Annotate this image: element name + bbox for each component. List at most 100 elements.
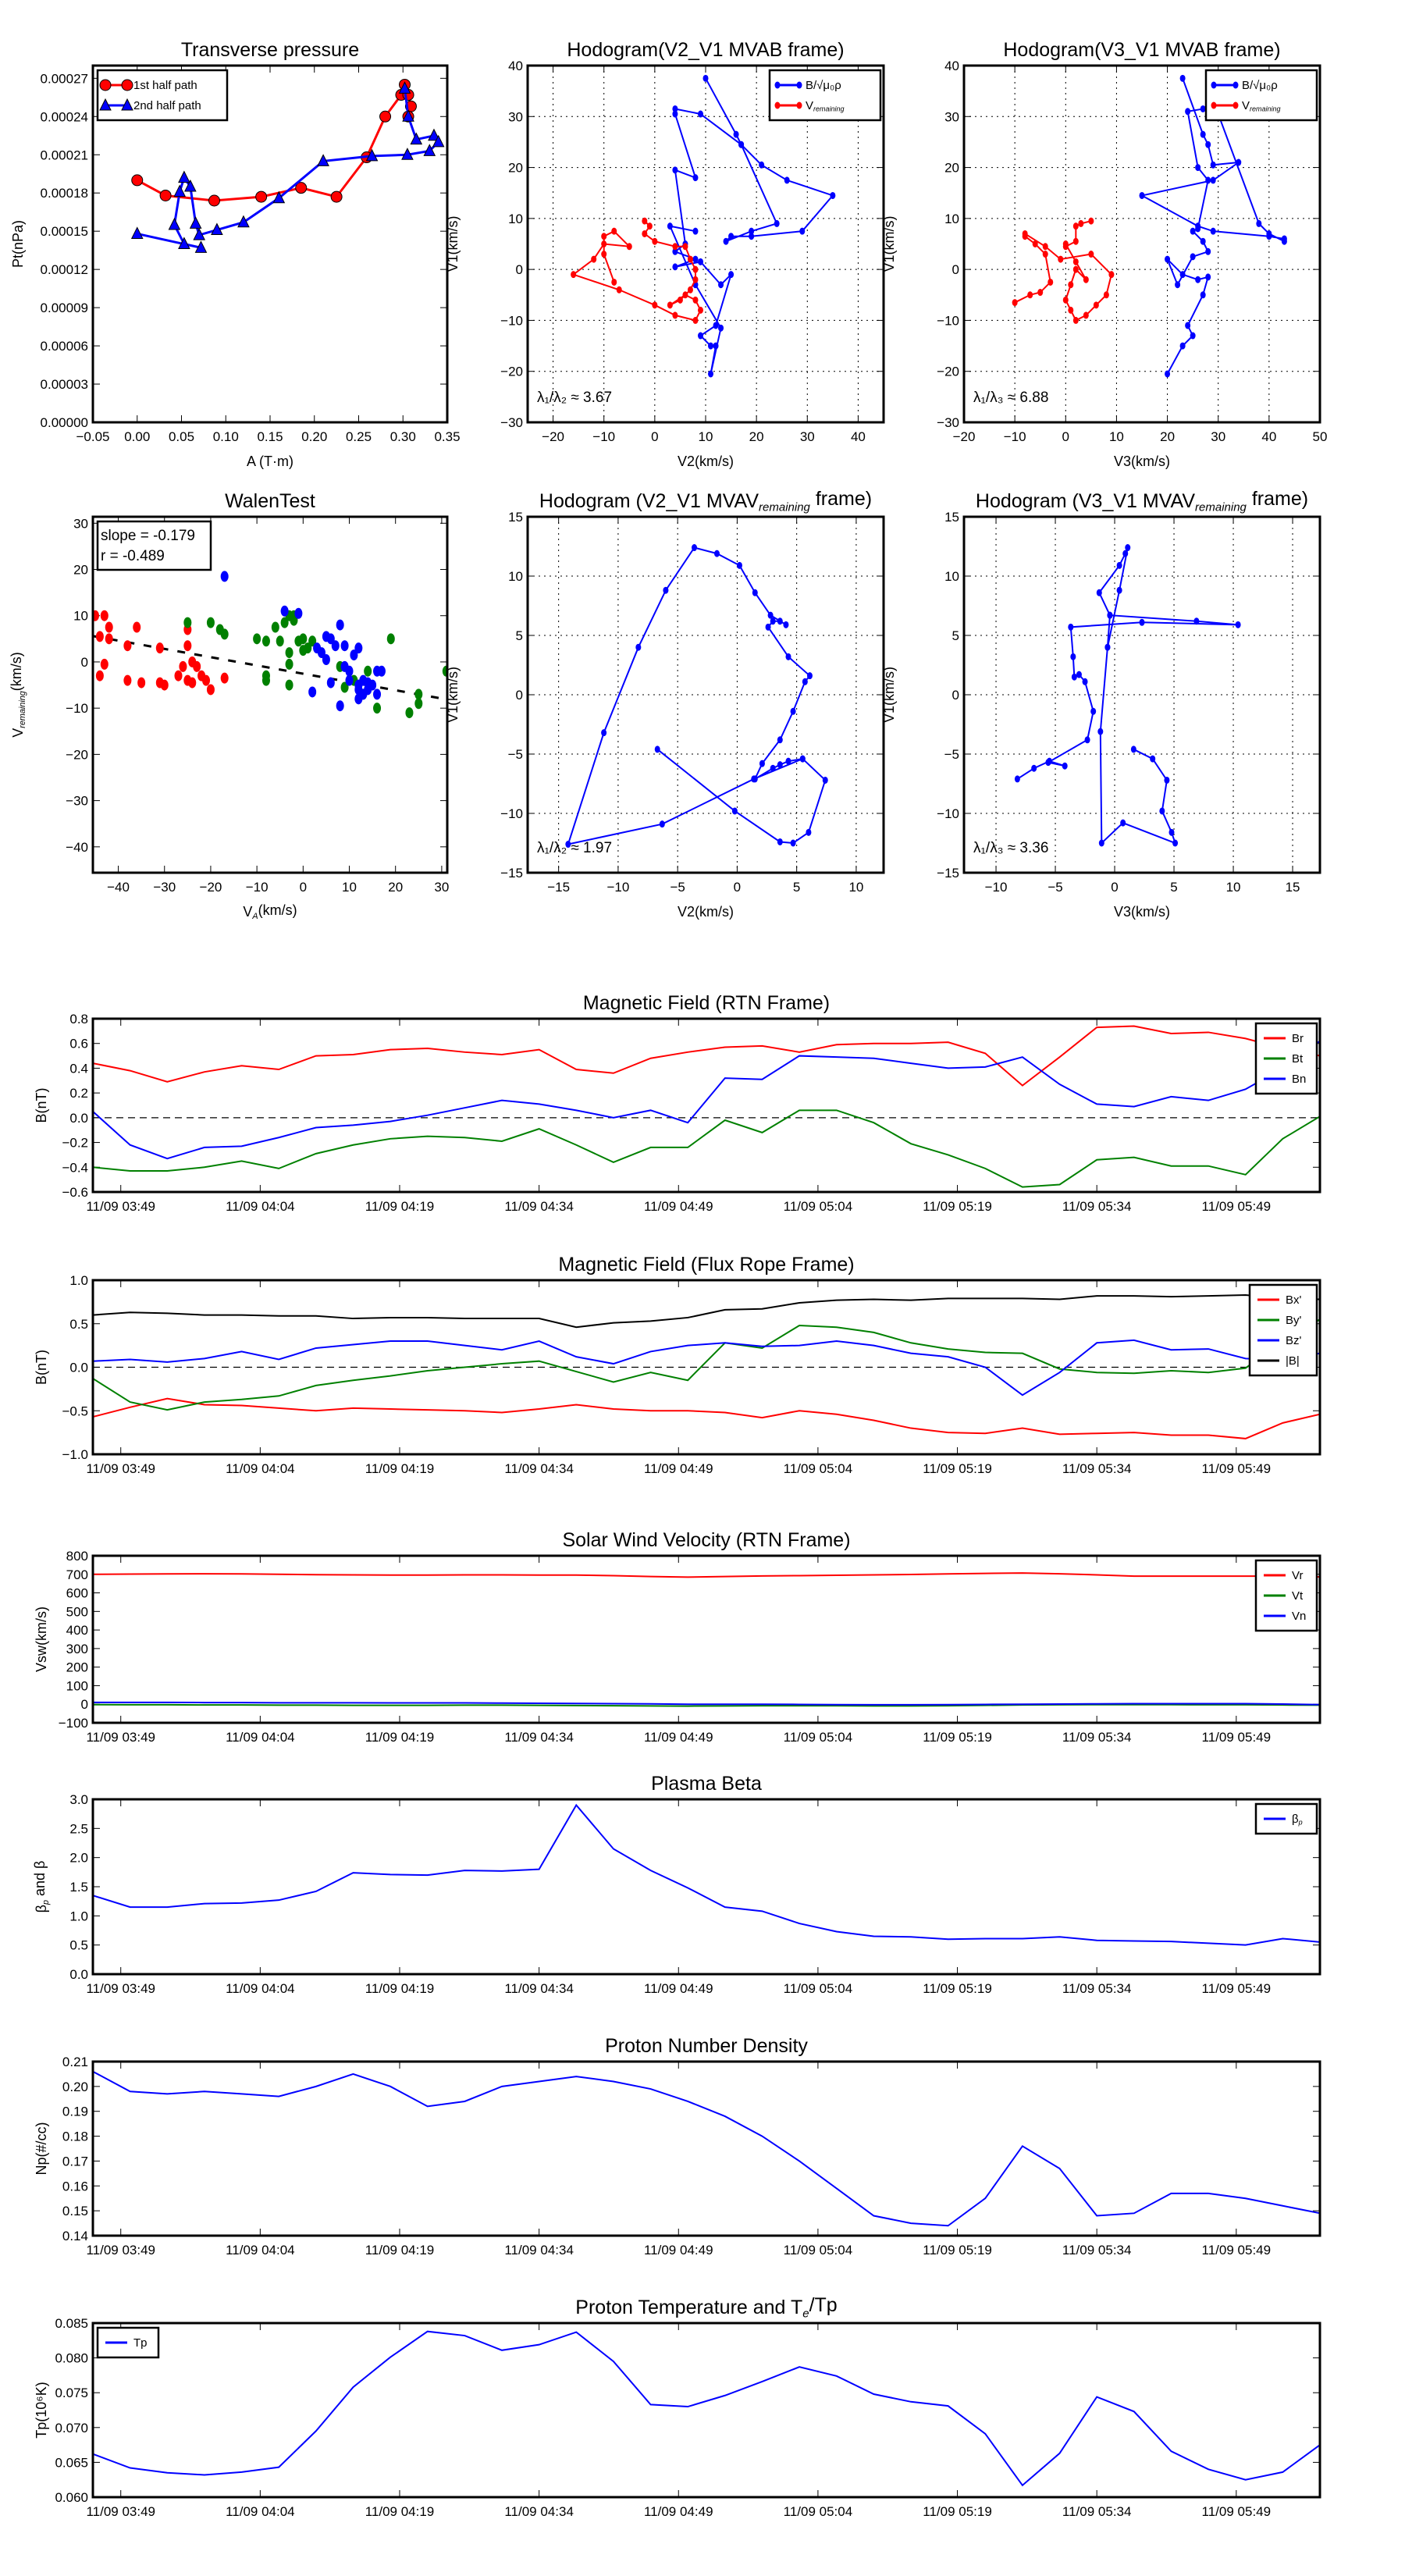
y-tick-label: −15 bbox=[937, 866, 959, 881]
x-tick-label: 11/09 04:19 bbox=[365, 1730, 435, 1745]
y-tick-label: 0.085 bbox=[55, 2316, 88, 2331]
y-tick-label: 0.00000 bbox=[41, 415, 88, 430]
subscript: remaining bbox=[813, 105, 845, 113]
data-point bbox=[777, 838, 783, 845]
series-line bbox=[93, 1339, 1320, 1397]
data-point bbox=[354, 693, 363, 705]
series-series1 bbox=[183, 610, 447, 719]
series-vt bbox=[93, 1703, 1320, 1707]
x-tick-label: 11/09 05:49 bbox=[1202, 1199, 1272, 1214]
x-axis-label: V2(km/s) bbox=[678, 904, 734, 920]
data-point bbox=[611, 227, 617, 235]
y-axis-label: Np(#/cc) bbox=[34, 2122, 49, 2175]
y-tick-label: 20 bbox=[508, 161, 523, 176]
data-point bbox=[642, 217, 648, 225]
data-point bbox=[1266, 229, 1272, 237]
chart-title: Hodogram(V2_V1 MVAB frame) bbox=[567, 39, 844, 61]
y-tick-label: 0 bbox=[952, 688, 959, 703]
data-point bbox=[672, 243, 678, 251]
series-bx- bbox=[93, 1397, 1320, 1439]
data-point bbox=[1150, 755, 1156, 763]
series-line bbox=[93, 1397, 1320, 1439]
x-tick-label: −10 bbox=[606, 880, 629, 895]
series-line bbox=[93, 1040, 1320, 1160]
data-point bbox=[131, 174, 144, 187]
data-point bbox=[1236, 158, 1242, 166]
x-tick-label: 11/09 04:04 bbox=[226, 1730, 295, 1745]
x-tick-label: −5 bbox=[1048, 880, 1062, 895]
data-point bbox=[565, 841, 571, 849]
y-tick-label: 0.5 bbox=[69, 1317, 88, 1332]
y-tick-label: 0.0 bbox=[69, 1361, 88, 1375]
data-point bbox=[368, 679, 377, 691]
data-point bbox=[1159, 807, 1165, 815]
data-point bbox=[1195, 225, 1201, 233]
data-point bbox=[697, 110, 703, 118]
data-point bbox=[299, 645, 308, 656]
text-part: B(nT) bbox=[34, 1350, 49, 1385]
data-point bbox=[379, 110, 392, 123]
data-point bbox=[1062, 296, 1069, 304]
data-point bbox=[777, 736, 783, 744]
data-point bbox=[208, 194, 220, 207]
data-point bbox=[405, 707, 414, 719]
data-point bbox=[168, 217, 181, 230]
y-tick-label: 0.00009 bbox=[41, 301, 88, 315]
text-part: By' bbox=[1286, 1314, 1302, 1327]
y-tick-label: 10 bbox=[944, 569, 959, 584]
x-tick-label: 11/09 05:49 bbox=[1202, 1730, 1272, 1745]
chart-title: Transverse pressure bbox=[181, 39, 359, 61]
data-point bbox=[130, 226, 144, 239]
x-tick-label: 0.30 bbox=[390, 429, 416, 444]
data-point bbox=[1256, 219, 1262, 227]
legend: Vr Vt Vn bbox=[1254, 1559, 1318, 1632]
series-br bbox=[93, 1025, 1320, 1087]
subscript: remaining bbox=[1195, 501, 1247, 514]
y-tick-label: −30 bbox=[66, 794, 88, 809]
y-tick-label: −30 bbox=[500, 415, 523, 430]
x-tick-label: 0 bbox=[1062, 429, 1069, 444]
data-point bbox=[1185, 322, 1191, 329]
y-tick-label: 0.4 bbox=[69, 1061, 88, 1076]
data-point bbox=[340, 660, 349, 672]
y-tick-label: 300 bbox=[66, 1642, 88, 1656]
text-part: Hodogram (V3_V1 MVAV bbox=[976, 490, 1195, 512]
legend-box bbox=[768, 69, 882, 122]
data-point bbox=[783, 621, 789, 628]
data-point bbox=[1078, 219, 1084, 227]
y-tick-label: −0.6 bbox=[62, 1185, 88, 1200]
series-series0 bbox=[93, 2070, 1320, 2227]
x-tick-label: 11/09 04:34 bbox=[504, 1730, 574, 1745]
x-tick-label: 0.00 bbox=[124, 429, 150, 444]
data-point bbox=[280, 617, 289, 628]
x-tick-label: 40 bbox=[851, 429, 866, 444]
x-tick-label: 5 bbox=[1170, 880, 1177, 895]
x-tick-label: 5 bbox=[793, 880, 800, 895]
data-point bbox=[285, 679, 293, 691]
data-point bbox=[1032, 240, 1038, 247]
data-point bbox=[326, 633, 335, 645]
data-point bbox=[105, 621, 113, 633]
data-point bbox=[237, 215, 250, 228]
x-tick-label: 11/09 05:19 bbox=[923, 1461, 992, 1476]
data-point bbox=[423, 144, 436, 156]
data-point bbox=[271, 621, 279, 633]
data-point bbox=[702, 74, 709, 82]
data-point bbox=[220, 628, 229, 640]
y-tick-label: 10 bbox=[944, 212, 959, 226]
chart-transverse-pressure: −0.05 0.00 0.05 0.10 0.15 0.20 0.25 0.30 0.35 0.0… bbox=[10, 39, 461, 469]
data-point bbox=[692, 174, 699, 182]
data-point bbox=[1096, 589, 1102, 596]
data-point bbox=[1097, 728, 1104, 735]
data-point bbox=[100, 610, 108, 621]
data-point bbox=[749, 227, 755, 235]
data-point bbox=[1046, 757, 1052, 765]
x-tick-label: 0.35 bbox=[434, 429, 460, 444]
y-tick-label: 15 bbox=[944, 510, 959, 525]
data-point bbox=[193, 227, 206, 240]
x-tick-label: 11/09 04:19 bbox=[365, 2243, 435, 2258]
series-bt bbox=[93, 1109, 1320, 1188]
data-point bbox=[1042, 251, 1048, 258]
data-point bbox=[308, 635, 317, 647]
data-point bbox=[398, 81, 411, 94]
